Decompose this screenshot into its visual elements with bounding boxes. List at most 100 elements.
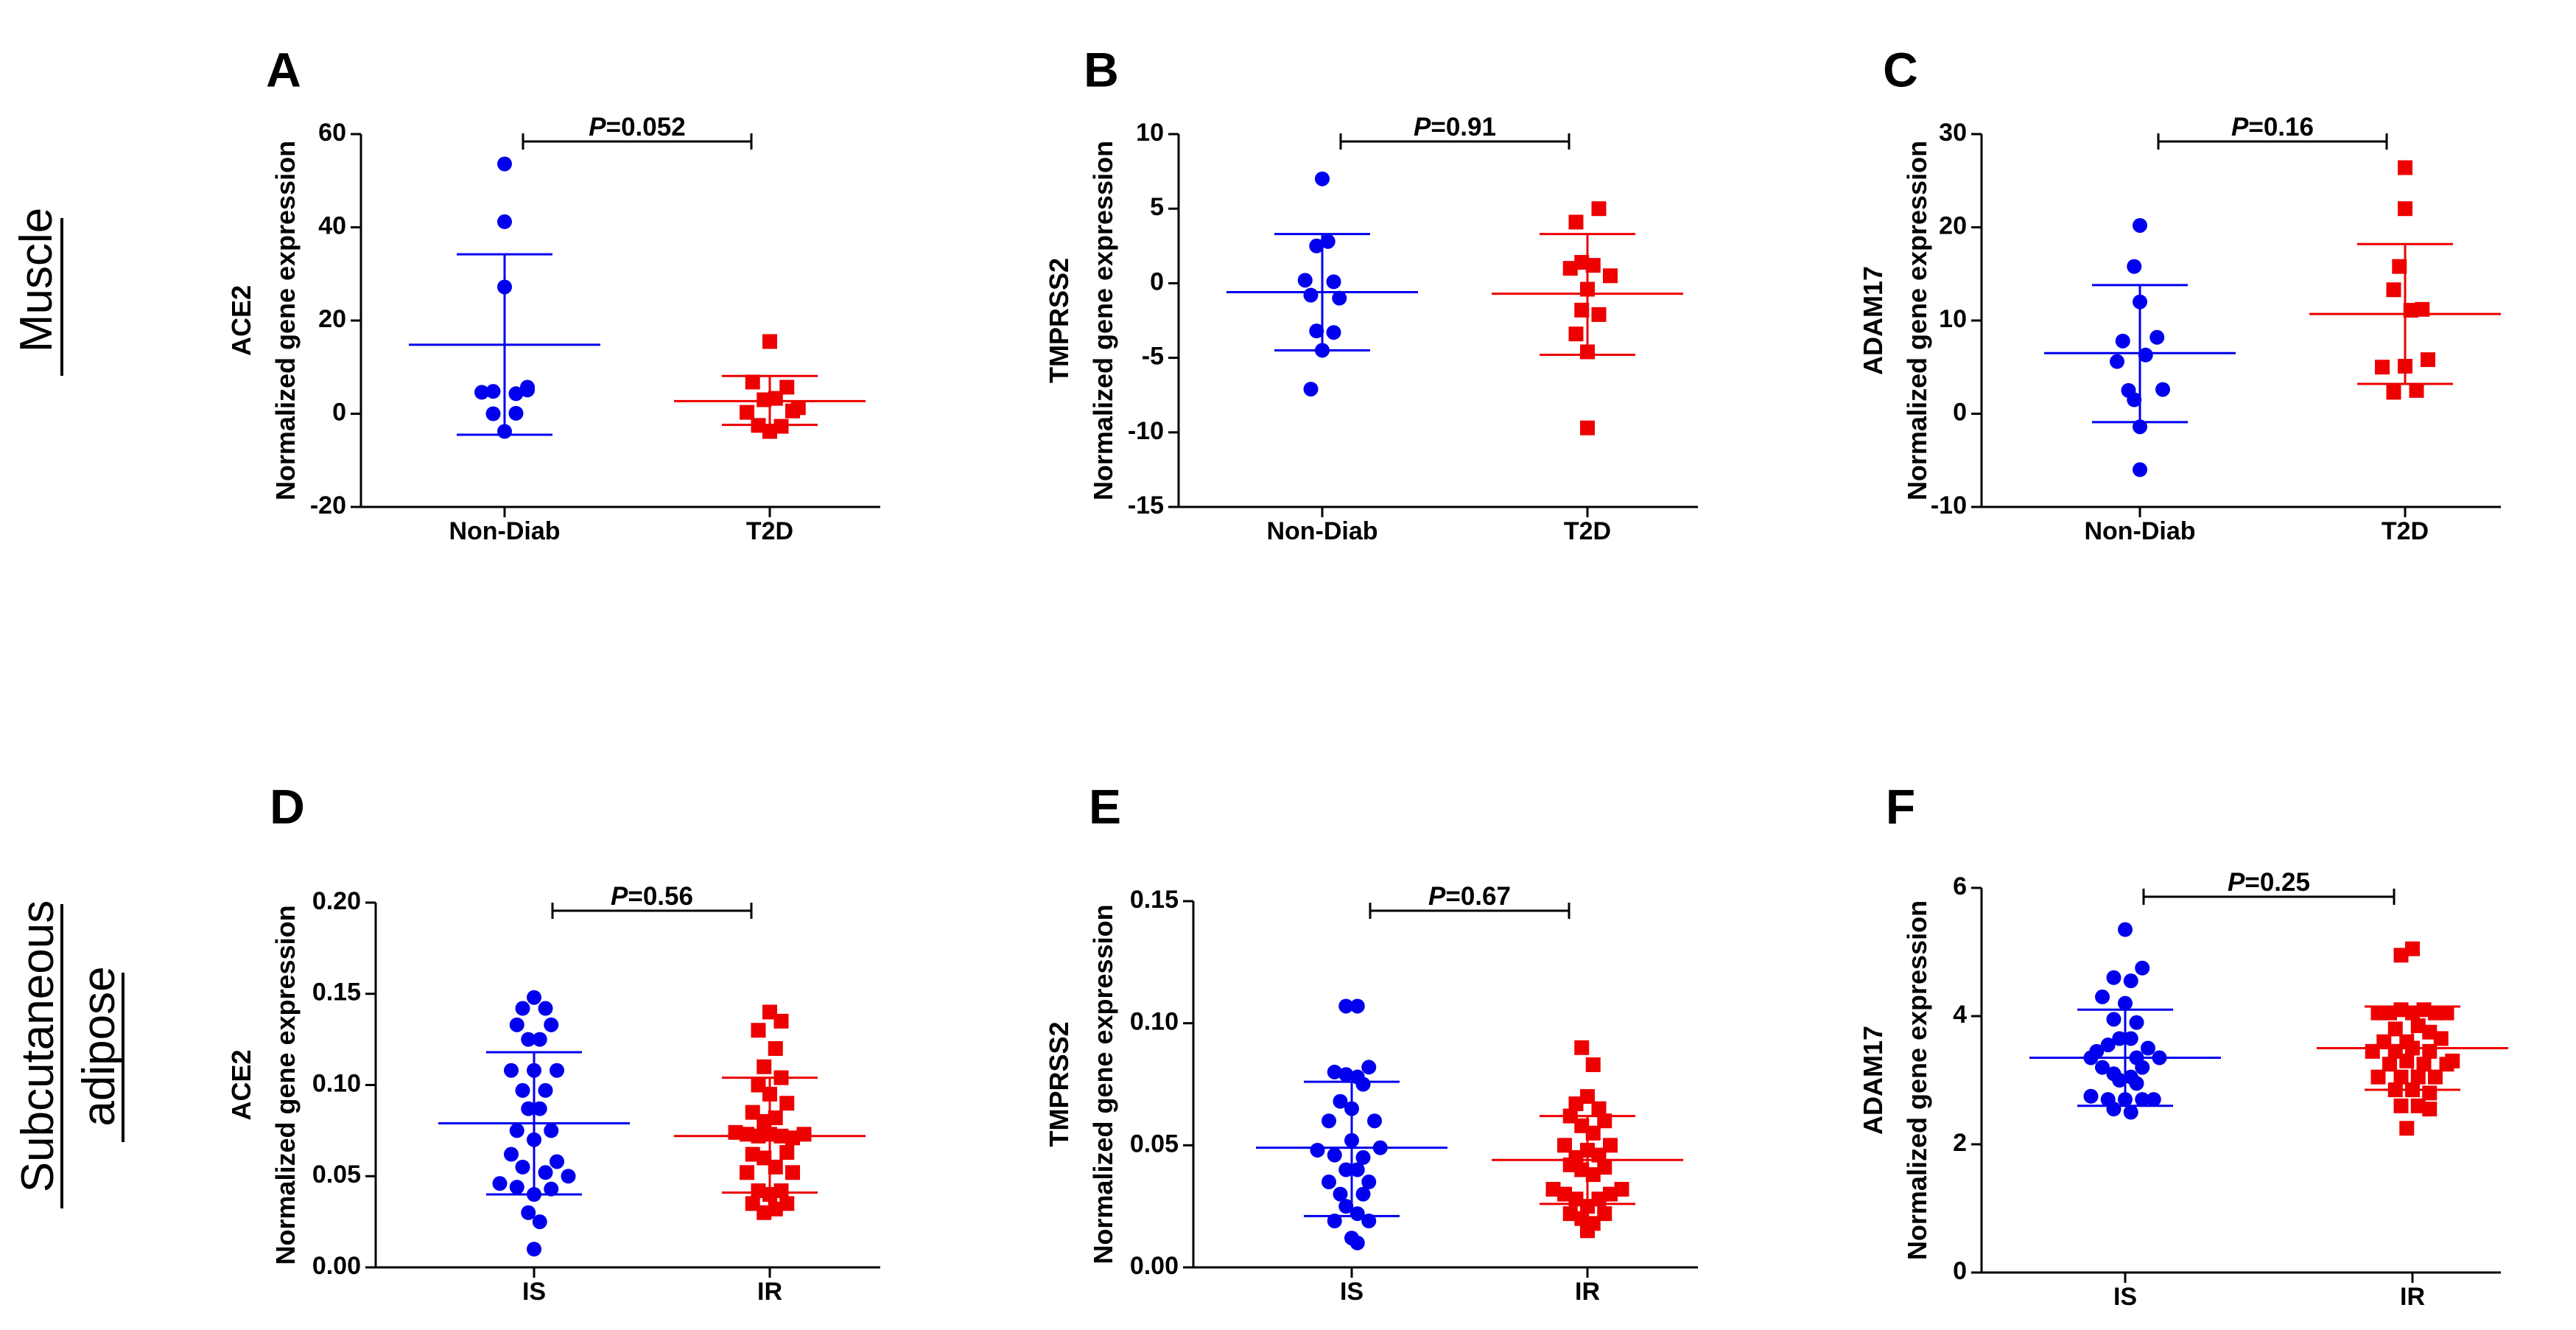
data-point-f — [2433, 1031, 2449, 1046]
row-label-muscle: Muscle — [11, 208, 63, 376]
data-point-b — [1591, 201, 1607, 217]
data-point-b — [1574, 255, 1590, 270]
data-point-c — [2133, 462, 2147, 477]
data-point-e — [1574, 1162, 1590, 1177]
p-value-label-c: P=0.16 — [2231, 113, 2314, 141]
data-point-f — [2422, 1043, 2438, 1059]
data-point-f — [2393, 1069, 2409, 1085]
data-point-c — [2386, 385, 2401, 400]
data-point-f — [2100, 1037, 2116, 1053]
data-point-d — [757, 1114, 772, 1129]
p-value-letter: P — [1414, 113, 1431, 141]
data-point-b — [1591, 307, 1607, 322]
data-point-d — [779, 1196, 795, 1211]
panel-d: D ACE2 Normalized gene expression 0.00 0.05 0… — [226, 779, 880, 1306]
data-point-f — [2428, 1005, 2443, 1021]
data-point-e — [1597, 1113, 1612, 1129]
y-axis-title-b: Normalized gene expression — [1088, 141, 1118, 500]
p-value-letter: P — [2231, 113, 2249, 141]
data-point-a — [485, 406, 501, 421]
data-point-e — [1603, 1138, 1618, 1153]
y-tick-label-e: 0.15 — [1130, 886, 1179, 914]
x-category-label-c: T2D — [2382, 517, 2429, 545]
panel-e: E TMPRSS2 Normalized gene expression 0.00 0.… — [1044, 779, 1698, 1306]
data-point-e — [1568, 1191, 1584, 1207]
data-point-f — [2439, 1005, 2454, 1021]
y-tick-label-c: 30 — [1939, 119, 1967, 147]
y-tick-label-f: 4 — [1953, 1001, 1967, 1029]
data-point-f — [2382, 1057, 2397, 1072]
data-point-d — [544, 1123, 559, 1138]
data-point-c — [2149, 329, 2165, 345]
data-point-c — [2127, 392, 2142, 407]
x-category-label-e: IS — [1340, 1278, 1364, 1306]
data-point-f — [2422, 1085, 2438, 1101]
y-tick-label-e: 0.10 — [1130, 1008, 1179, 1036]
y-tick-label-c: 0 — [1953, 398, 1967, 426]
data-point-f — [2416, 1057, 2432, 1072]
data-point-e — [1327, 1064, 1342, 1079]
data-point-d — [779, 1145, 795, 1161]
p-value-label-e: P=0.67 — [1428, 882, 1511, 911]
data-point-a — [508, 405, 524, 421]
data-point-c — [2127, 259, 2142, 274]
y-tick-label-d: 0.15 — [312, 979, 361, 1007]
data-point-d — [538, 1165, 553, 1180]
data-point-c — [2386, 282, 2401, 298]
data-point-c — [2398, 160, 2412, 175]
data-point-a — [779, 379, 795, 395]
data-point-e — [1545, 1181, 1561, 1197]
data-point-c — [2110, 354, 2124, 369]
y-axis-title-c: Normalized gene expression — [1902, 141, 1932, 500]
x-category-label-f: IS — [2113, 1283, 2137, 1311]
data-point-d — [757, 1205, 772, 1220]
p-value-label-d: P=0.56 — [611, 882, 693, 911]
data-point-f — [2112, 1073, 2127, 1088]
data-point-f — [2376, 1034, 2392, 1049]
panel-letter-f: F — [1886, 779, 1915, 833]
data-point-e — [1614, 1181, 1629, 1197]
p-value-number: =0.052 — [606, 113, 686, 141]
data-point-d — [762, 1187, 777, 1202]
data-point-b — [1315, 171, 1330, 186]
data-point-d — [515, 1159, 530, 1175]
data-point-a — [762, 424, 777, 439]
y-tick-label-a: 20 — [318, 305, 346, 333]
data-point-e — [1574, 1211, 1590, 1226]
y-tick-label-d: 0.05 — [312, 1161, 361, 1189]
p-value-number: =0.56 — [628, 882, 693, 911]
data-point-d — [532, 1032, 547, 1047]
data-point-f — [2135, 1060, 2150, 1075]
data-point-e — [1327, 1214, 1342, 1229]
data-point-d — [768, 1201, 783, 1217]
data-point-f — [2422, 1024, 2438, 1040]
data-point-d — [538, 1001, 553, 1016]
data-point-f — [2106, 1102, 2121, 1117]
data-point-d — [745, 1147, 760, 1162]
data-point-b — [1585, 258, 1601, 273]
data-point-d — [532, 1214, 547, 1230]
data-point-f — [2123, 973, 2138, 989]
data-point-a — [520, 379, 535, 395]
x-category-label-b: Non-Diab — [1266, 517, 1378, 545]
data-point-d — [527, 1242, 541, 1257]
data-point-f — [2382, 1005, 2397, 1021]
data-point-f — [2393, 1098, 2409, 1113]
data-point-c — [2133, 217, 2147, 233]
y-tick-label-f: 0 — [1953, 1257, 1967, 1285]
data-point-c — [2115, 333, 2130, 349]
data-point-a — [745, 374, 760, 390]
p-value-letter: P — [2228, 868, 2245, 897]
data-point-e — [1327, 1147, 1342, 1163]
data-point-a — [757, 392, 772, 407]
data-point-a — [740, 405, 754, 420]
data-point-b — [1309, 323, 1324, 339]
data-point-e — [1603, 1186, 1618, 1202]
y-axis-title-gene-f: ADAM17 — [1858, 1026, 1888, 1135]
x-category-label-c: Non-Diab — [2084, 517, 2195, 545]
x-category-label-f: IR — [2400, 1283, 2425, 1311]
data-point-e — [1338, 1162, 1354, 1177]
data-point-a — [497, 156, 512, 172]
data-point-e — [1350, 1162, 1365, 1177]
data-point-b — [1332, 290, 1347, 306]
